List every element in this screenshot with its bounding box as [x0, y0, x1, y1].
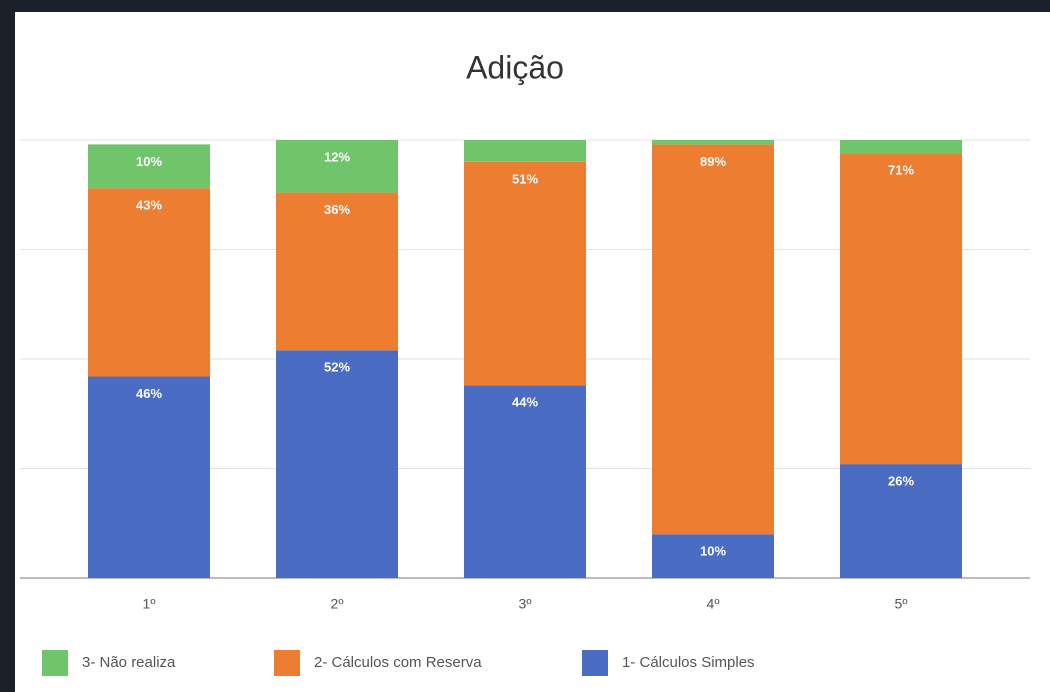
- data-label: 10%: [136, 154, 162, 169]
- data-label: 26%: [888, 474, 914, 489]
- data-label: 89%: [700, 154, 726, 169]
- data-label: 36%: [324, 202, 350, 217]
- data-label: 51%: [512, 171, 538, 186]
- bar-segment: [88, 376, 210, 578]
- chart-title: Adição: [466, 49, 564, 85]
- bar-segment: [464, 161, 586, 386]
- bar-segment: [88, 188, 210, 377]
- data-label: 71%: [888, 163, 914, 178]
- bar-segment: [276, 140, 398, 193]
- data-label: 52%: [324, 360, 350, 375]
- x-tick-label: 4º: [707, 596, 720, 612]
- legend-label: 2- Cálculos com Reserva: [314, 654, 482, 671]
- legend-label: 1- Cálculos Simples: [622, 654, 755, 671]
- data-label: 43%: [136, 198, 162, 213]
- legend-label: 3- Não realiza: [82, 654, 176, 671]
- x-tick-label: 3º: [519, 596, 532, 612]
- bar-segment: [840, 464, 962, 578]
- x-tick-label: 1º: [143, 596, 156, 612]
- bar-segment: [464, 140, 586, 162]
- bar-segment: [840, 153, 962, 465]
- legend-swatch: [582, 650, 608, 676]
- data-label: 12%: [324, 149, 350, 164]
- bar-segment: [652, 144, 774, 535]
- bar-segment: [840, 140, 962, 154]
- legend-swatch: [42, 650, 68, 676]
- bar-segment: [464, 385, 586, 578]
- bar-segment: [652, 534, 774, 578]
- data-label: 46%: [136, 386, 162, 401]
- data-label: 44%: [512, 395, 538, 410]
- bar-segment: [276, 192, 398, 351]
- x-tick-label: 5º: [895, 596, 908, 612]
- bar-segment: [88, 144, 210, 189]
- legend-swatch: [274, 650, 300, 676]
- bar-segment: [276, 350, 398, 578]
- bar-segment: [652, 140, 774, 145]
- data-label: 10%: [700, 544, 726, 559]
- x-tick-label: 2º: [331, 596, 344, 612]
